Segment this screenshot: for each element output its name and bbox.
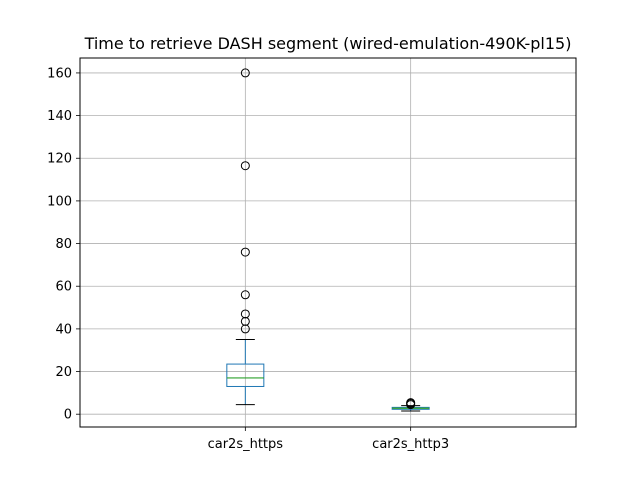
y-tick-label: 100 (47, 194, 72, 209)
y-tick-label: 20 (55, 365, 72, 380)
outlier-point (240, 309, 250, 319)
outlier-point (240, 247, 250, 257)
y-axis: 0 20 40 60 80 100 120 140 160 (47, 66, 80, 423)
x-tick-label: car2s_https (208, 437, 284, 452)
grid-lines (80, 58, 576, 427)
y-tick-label: 0 (64, 408, 72, 423)
outlier-point (240, 316, 250, 326)
y-tick-label: 140 (47, 109, 72, 124)
x-tick-label: car2s_http3 (372, 437, 449, 452)
y-tick-label: 80 (55, 237, 72, 252)
y-tick-label: 160 (47, 66, 72, 81)
chart-title: Time to retrieve DASH segment (wired-emu… (84, 34, 572, 53)
y-tick-label: 60 (55, 280, 72, 295)
outlier-point (240, 68, 250, 78)
y-tick-label: 120 (47, 152, 72, 167)
box-series (226, 68, 430, 412)
x-axis: car2s_https car2s_http3 (208, 427, 449, 452)
y-tick-label: 40 (55, 322, 72, 337)
iqr-box (226, 363, 265, 387)
outlier-point (240, 290, 250, 300)
outlier-point (406, 398, 416, 408)
plot-frame (79, 57, 577, 428)
outlier-point (240, 161, 250, 171)
outlier-point (240, 324, 250, 334)
